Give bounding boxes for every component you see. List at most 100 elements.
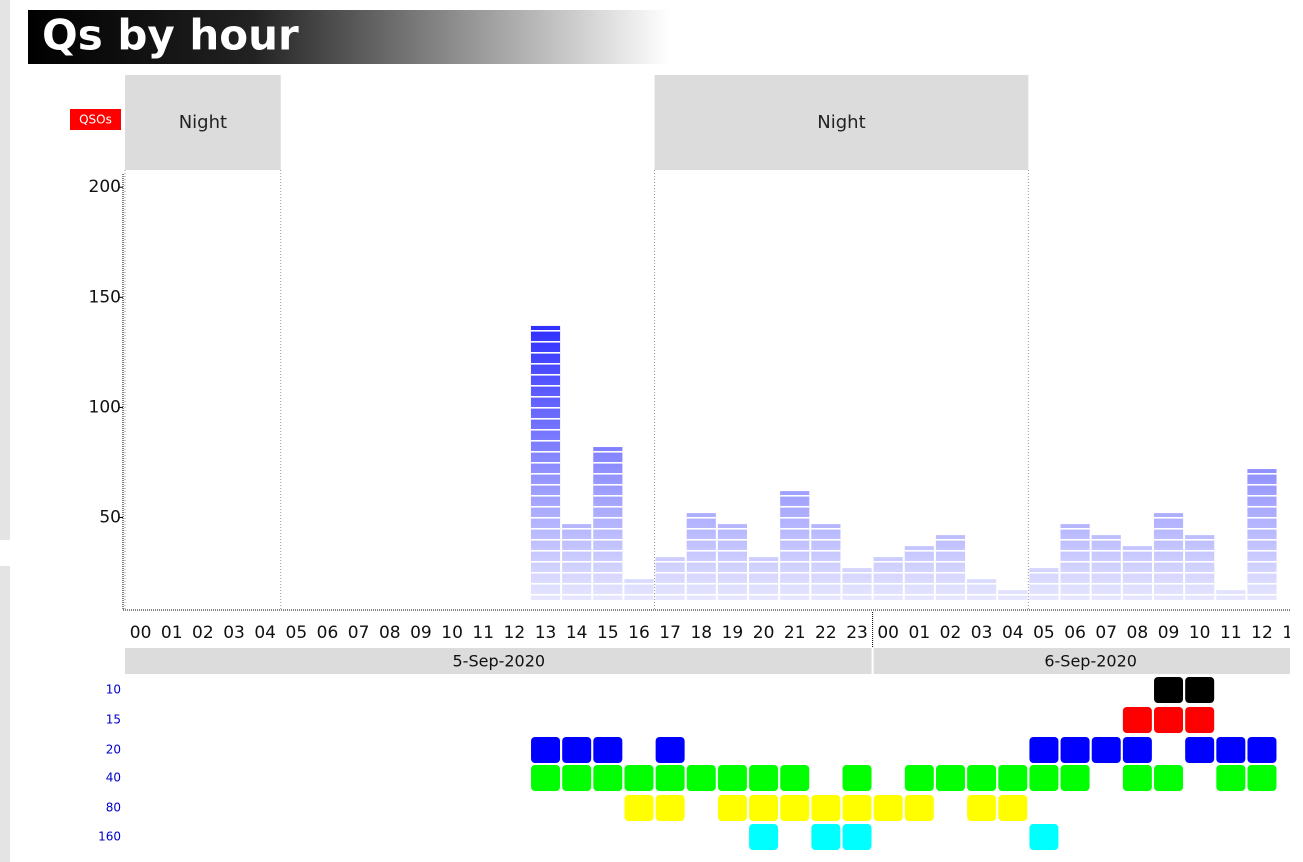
x-tick-label: 07 [348, 623, 370, 643]
band-cell [655, 795, 685, 821]
band-cell [1029, 737, 1059, 763]
band-cell [1216, 765, 1246, 791]
night-band [125, 75, 281, 170]
bar-stripes [842, 568, 872, 600]
bar-stripes [1060, 524, 1090, 600]
title-bar [28, 10, 670, 64]
band-cell [967, 765, 997, 791]
x-tick-label: 01 [909, 623, 931, 643]
band-cell [811, 795, 841, 821]
x-tick-label: 06 [317, 623, 339, 643]
band-cell [624, 795, 654, 821]
bar-stripes [530, 325, 561, 600]
bar-stripes [811, 524, 841, 600]
band-label: 80 [106, 801, 121, 815]
band-cell [749, 765, 779, 791]
y-tick-label: 200 [89, 177, 121, 197]
night-label: Night [179, 112, 227, 133]
bar-stripes [1153, 513, 1184, 600]
bar-stripes [562, 524, 592, 600]
bar-stripes [593, 447, 623, 600]
bar-stripes [1029, 568, 1059, 600]
bar-stripes [686, 513, 716, 600]
band-cell [1029, 824, 1059, 850]
x-tick-label: 00 [877, 623, 899, 643]
night-band [654, 75, 1029, 170]
x-tick-label: 03 [223, 623, 245, 643]
x-tick-label: 21 [784, 623, 806, 643]
x-tick-label: 22 [815, 623, 837, 643]
band-cell [1122, 765, 1152, 791]
band-cell [624, 765, 654, 791]
band-cell [749, 795, 779, 821]
x-tick-label: 09 [410, 623, 432, 643]
band-cell [1185, 737, 1215, 763]
band-cell [1185, 707, 1215, 733]
x-tick-label: 04 [254, 623, 276, 643]
x-tick-label: 17 [659, 623, 681, 643]
band-cell [531, 765, 561, 791]
x-tick-label: 20 [753, 623, 775, 643]
band-cell [531, 737, 561, 763]
band-cell [593, 765, 623, 791]
y-tick-label: 150 [89, 287, 121, 307]
x-tick-label: 07 [1095, 623, 1117, 643]
x-tick-label: 09 [1158, 623, 1180, 643]
x-tick-label: 14 [566, 623, 588, 643]
x-tick-label: 03 [971, 623, 993, 643]
bar-stripes [1122, 546, 1152, 600]
x-tick-label: 04 [1002, 623, 1024, 643]
band-cell [686, 765, 716, 791]
x-tick-label: 12 [1251, 623, 1273, 643]
x-tick-label: 02 [192, 623, 214, 643]
x-tick-label: 15 [597, 623, 619, 643]
band-cell [1060, 737, 1090, 763]
bar-stripes [1247, 469, 1277, 600]
bar-stripes [873, 557, 903, 600]
bar-stripes [904, 546, 934, 600]
x-tick-label: 18 [690, 623, 712, 643]
x-tick-label: 10 [441, 623, 463, 643]
band-cell [842, 765, 872, 791]
band-cell [1247, 765, 1277, 791]
band-label: 160 [98, 830, 121, 844]
band-cell [998, 765, 1028, 791]
night-label: Night [817, 112, 865, 133]
date-label: 5-Sep-2020 [452, 652, 545, 671]
bar-stripes [998, 590, 1028, 600]
band-cell [1154, 707, 1184, 733]
band-cell [1154, 765, 1184, 791]
date-band [125, 648, 872, 674]
band-cell [873, 795, 903, 821]
x-tick-label: 16 [628, 623, 650, 643]
side-strip [0, 0, 10, 540]
side-strip [0, 566, 10, 862]
bar-stripes [624, 579, 654, 600]
y-axis-label: QSOs [79, 113, 112, 127]
date-band [873, 648, 1290, 674]
y-tick-label: 50 [99, 508, 121, 528]
band-cell [717, 795, 747, 821]
band-cell [842, 795, 872, 821]
band-cell [998, 795, 1028, 821]
band-cell [562, 765, 592, 791]
band-cell [842, 824, 872, 850]
band-cell [935, 765, 965, 791]
x-tick-label: 00 [130, 623, 152, 643]
band-cell [655, 765, 685, 791]
band-cell [904, 765, 934, 791]
x-tick-label: 11 [472, 623, 494, 643]
band-cell [1029, 765, 1059, 791]
bar-stripes [749, 557, 779, 600]
x-tick-label: 06 [1064, 623, 1086, 643]
x-tick-label: 13 [1282, 623, 1303, 643]
band-cell [780, 765, 810, 791]
x-tick-label: 11 [1220, 623, 1242, 643]
band-cell [1122, 737, 1152, 763]
band-cell [1122, 707, 1152, 733]
band-cell [780, 795, 810, 821]
band-label: 10 [106, 683, 121, 697]
x-tick-label: 01 [161, 623, 183, 643]
band-label: 15 [106, 713, 121, 727]
